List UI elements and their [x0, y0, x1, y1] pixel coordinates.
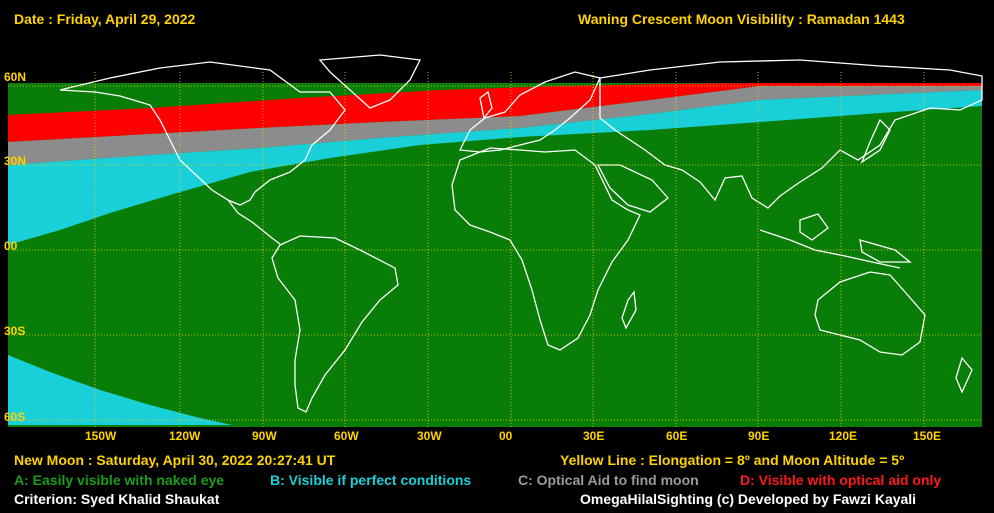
lon-label-30e: 30E [583, 429, 605, 443]
lat-label-30n: 30N [4, 154, 27, 168]
map-title: Waning Crescent Moon Visibility : Ramada… [578, 11, 905, 27]
coast-north-america [59, 61, 346, 206]
lat-label-60s: 60S [4, 410, 26, 424]
coast-europe [458, 71, 601, 153]
legend-b: B: Visible if perfect conditions [270, 472, 472, 488]
lon-label-60e: 60E [666, 429, 688, 443]
lon-label-120w: 120W [169, 429, 201, 443]
lat-label-30s: 30S [4, 324, 26, 338]
zone-gray-c [8, 86, 982, 165]
coast-new-guinea [859, 239, 912, 263]
coast-madagascar [621, 290, 637, 330]
coastlines [59, 54, 983, 413]
coast-asia [599, 59, 983, 209]
coast-south-america [271, 235, 399, 413]
lat-label-60n: 60N [4, 70, 27, 84]
coast-borneo [799, 213, 829, 241]
coast-africa [451, 147, 641, 351]
lon-label-30w: 30W [417, 429, 442, 443]
lon-label-150e: 150E [913, 429, 942, 443]
credit-label: OmegaHilalSighting (c) Developed by Fawz… [580, 491, 917, 507]
zone-cyan-b-north [8, 90, 982, 245]
lon-label-90w: 90W [252, 429, 277, 443]
lon-label-120e: 120E [829, 429, 858, 443]
new-moon-label: New Moon : Saturday, April 30, 2022 20:2… [14, 452, 336, 468]
lat-label-00: 00 [4, 239, 18, 253]
criterion-label: Criterion: Syed Khalid Shaukat [14, 491, 220, 507]
coast-new-zealand [955, 356, 973, 394]
legend-d: D: Visible with optical aid only [740, 472, 942, 488]
arctic-dark-band [8, 72, 982, 83]
coast-indonesia [759, 229, 901, 269]
coast-australia [814, 271, 926, 356]
yellow-line-note: Yellow Line : Elongation = 8º and Moon A… [560, 452, 905, 468]
coast-japan [860, 118, 891, 164]
legend-c: C: Optical Aid to find moon [518, 472, 699, 488]
zone-cyan-b-south [8, 355, 232, 425]
coast-arabia [596, 164, 669, 213]
coast-uk [479, 90, 493, 120]
graticule [8, 72, 982, 427]
lon-label-00: 00 [499, 429, 513, 443]
lon-label-90e: 90E [748, 429, 770, 443]
legend-a: A: Easily visible with naked eye [14, 472, 225, 488]
coast-central-america [227, 199, 281, 245]
zone-red-d [8, 83, 982, 142]
date-label: Date : Friday, April 29, 2022 [14, 11, 196, 27]
lon-label-60w: 60W [334, 429, 359, 443]
coast-greenland [318, 54, 421, 109]
visibility-zones [8, 72, 982, 427]
lon-label-150w: 150W [85, 429, 117, 443]
